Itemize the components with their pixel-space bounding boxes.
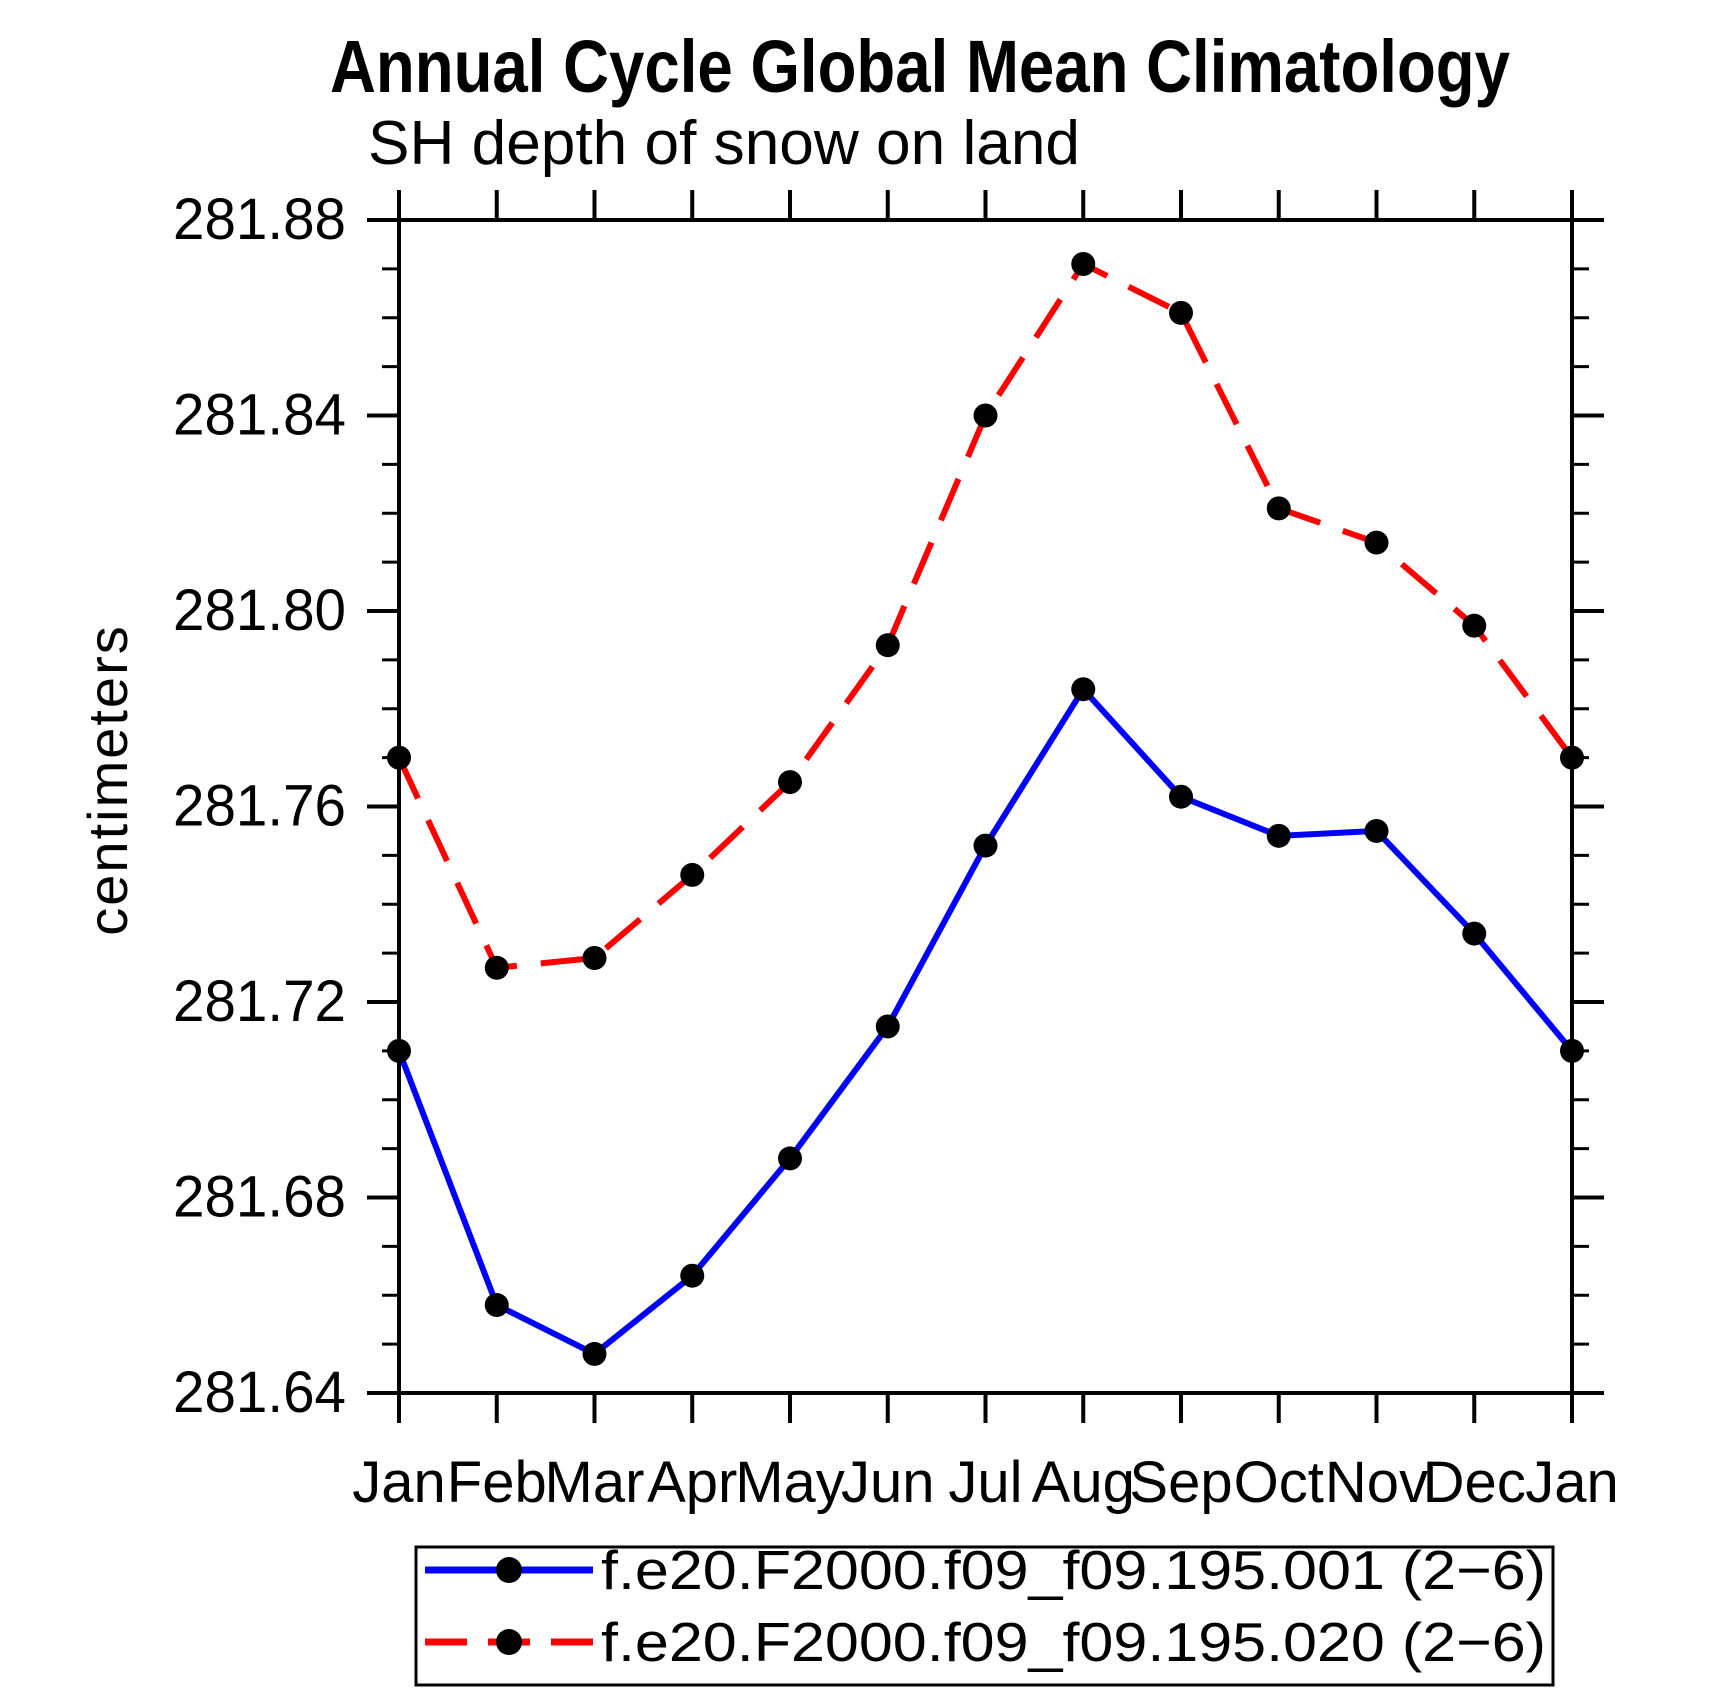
x-tick-label: Feb xyxy=(447,1450,547,1515)
data-point-marker xyxy=(1169,300,1193,325)
y-tick-label: 281.80 xyxy=(173,578,346,643)
y-axis-label: centimeters xyxy=(76,624,139,935)
data-point-marker xyxy=(1169,784,1193,809)
data-point-marker xyxy=(387,745,411,770)
y-tick-label: 281.72 xyxy=(173,969,346,1034)
legend-marker-dot xyxy=(496,1557,522,1583)
legend-marker-dot xyxy=(496,1629,522,1655)
x-tick-label: Jul xyxy=(948,1450,1022,1515)
x-tick-label: May xyxy=(735,1450,845,1515)
data-point-marker xyxy=(1462,613,1487,638)
x-tick-label: Jan xyxy=(352,1450,446,1515)
data-point-marker xyxy=(778,770,802,795)
legend-label: f.e20.F2000.f09_f09.195.001 (2−6) xyxy=(601,1539,1546,1601)
legend-entry: f.e20.F2000.f09_f09.195.020 (2−6) xyxy=(425,1611,1546,1673)
data-point-marker xyxy=(973,403,998,428)
x-tick-label: Oct xyxy=(1234,1450,1324,1515)
series-line-1 xyxy=(396,260,1575,971)
x-tick-label: Nov xyxy=(1325,1450,1428,1515)
y-tick-label: 281.68 xyxy=(173,1165,346,1230)
data-point-marker xyxy=(680,862,705,887)
data-point-markers xyxy=(387,251,1584,1366)
legend-entry: f.e20.F2000.f09_f09.195.001 (2−6) xyxy=(425,1539,1546,1601)
series-line-0 xyxy=(396,684,1575,1358)
data-point-marker xyxy=(875,633,900,658)
data-point-marker xyxy=(1462,921,1487,946)
data-point-marker xyxy=(484,1293,509,1318)
data-point-marker xyxy=(1560,745,1584,770)
legend-label: f.e20.F2000.f09_f09.195.020 (2−6) xyxy=(601,1611,1546,1673)
legend: f.e20.F2000.f09_f09.195.001 (2−6) f.e20.… xyxy=(414,1539,1555,1687)
data-point-marker xyxy=(582,1341,607,1366)
data-point-marker xyxy=(875,1014,900,1039)
plot-frame xyxy=(397,218,1574,1395)
data-point-marker xyxy=(387,1038,411,1063)
data-point-marker xyxy=(484,955,509,980)
x-tick-label: Jan xyxy=(1525,1450,1619,1515)
data-point-marker xyxy=(582,946,607,971)
data-point-marker xyxy=(1071,677,1096,702)
data-point-marker xyxy=(1266,496,1291,521)
data-point-marker xyxy=(1364,818,1389,843)
y-tick-label: 281.84 xyxy=(173,383,346,448)
y-tick-label: 281.76 xyxy=(173,774,346,839)
data-point-marker xyxy=(778,1146,802,1171)
x-tick-label: Aug xyxy=(1032,1450,1135,1515)
y-tick-label: 281.64 xyxy=(173,1360,346,1425)
data-point-marker xyxy=(680,1263,705,1288)
chart-title: Annual Cycle Global Mean Climatology xyxy=(330,25,1510,108)
x-tick-label: Dec xyxy=(1423,1450,1526,1515)
data-point-marker xyxy=(1560,1038,1584,1063)
x-tick-label: Jun xyxy=(841,1450,935,1515)
x-tick-label: Mar xyxy=(545,1450,645,1515)
data-point-marker xyxy=(973,833,998,858)
data-point-marker xyxy=(1071,251,1096,276)
x-tick-label: Apr xyxy=(647,1450,737,1515)
y-tick-label: 281.88 xyxy=(173,187,346,252)
legend-box xyxy=(414,1545,1555,1687)
data-point-marker xyxy=(1266,823,1291,848)
x-tick-label: Sep xyxy=(1129,1450,1232,1515)
data-point-marker xyxy=(1364,530,1389,555)
chart-subtitle: SH depth of snow on land xyxy=(368,109,1080,178)
